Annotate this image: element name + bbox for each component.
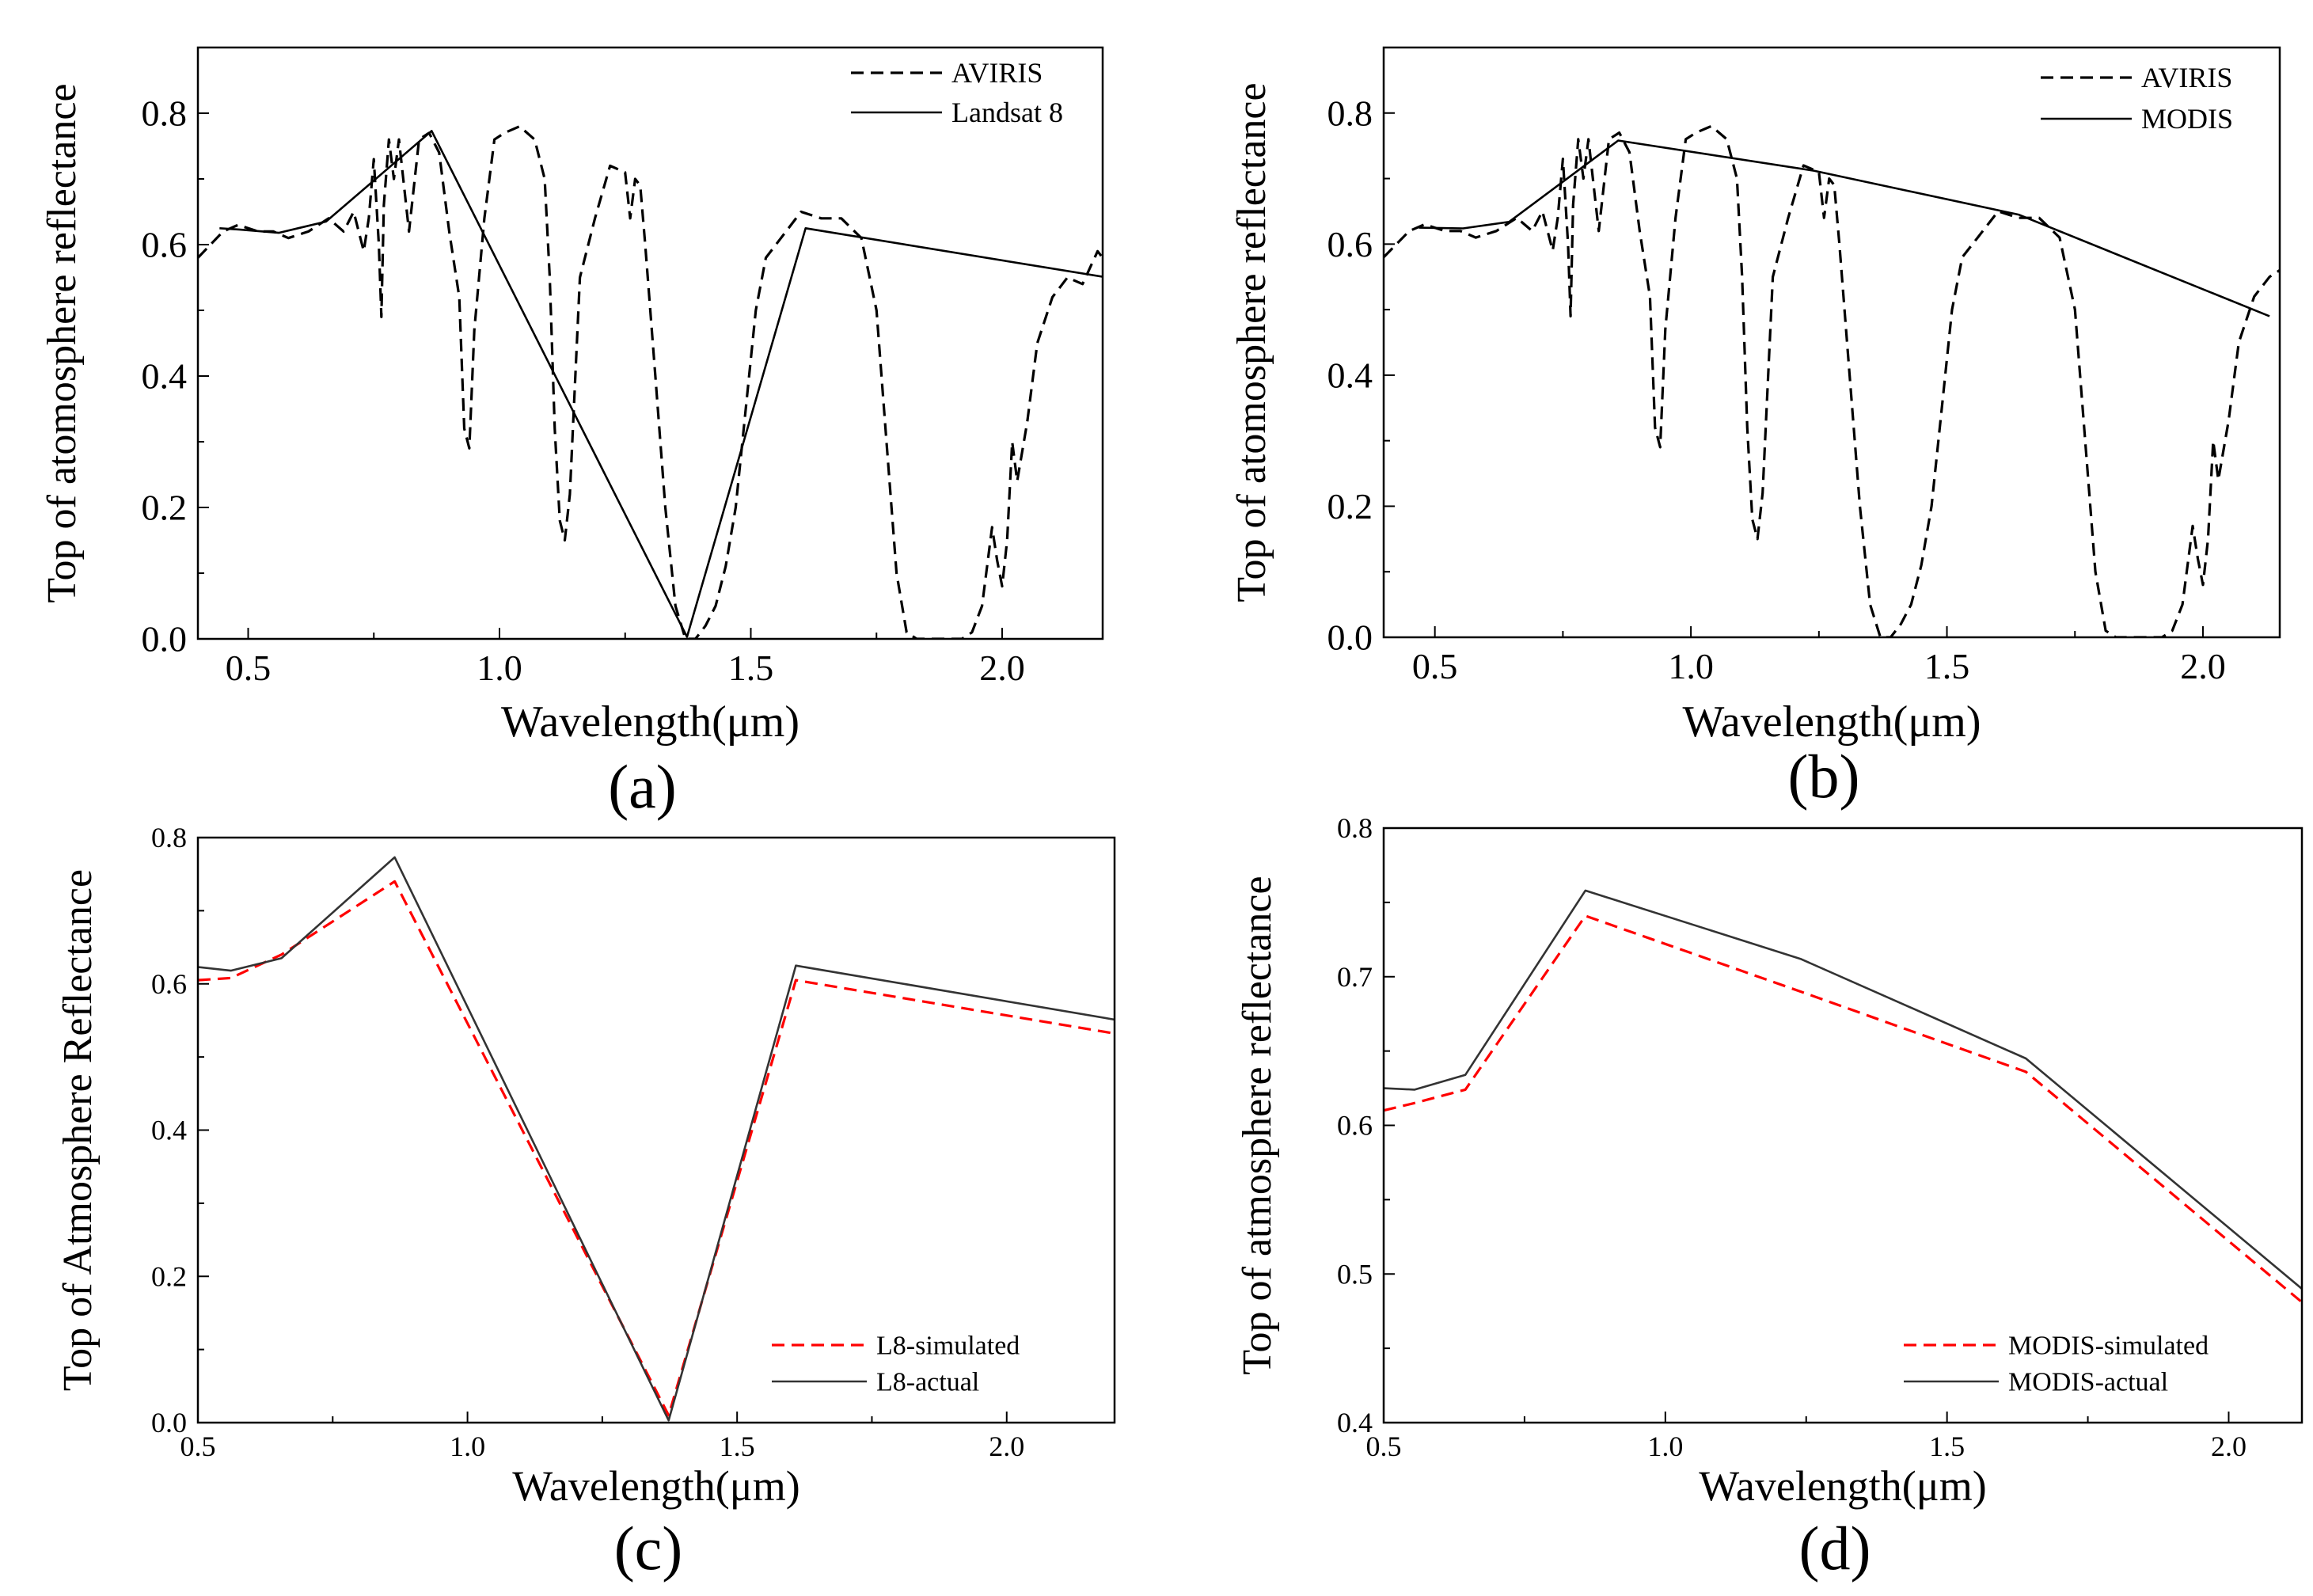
chart-panel-a: 0.5 1.0 1.5 2.0 0.0 0.2 0.4 0.6 0.8 Wavelength(μm… [40, 46, 1104, 821]
y-tick-label: 0.0 [1327, 618, 1373, 658]
y-tick-label: 0.0 [142, 619, 188, 659]
x-tick-label: 1.5 [720, 1431, 755, 1462]
legend: L8-simulated L8-actual [772, 1332, 1020, 1397]
legend: MODIS-simulated MODIS-actual [1904, 1332, 2209, 1397]
x-tick-label: 0.5 [1412, 646, 1458, 686]
y-tick-label: 0.5 [1337, 1258, 1373, 1290]
series-line-aviris [198, 125, 1103, 639]
x-tick-label: 1.0 [1647, 1431, 1683, 1462]
series-line-modis [1419, 139, 2270, 317]
y-tick-label: 0.8 [142, 93, 188, 134]
x-tick-label: 1.5 [1924, 646, 1970, 686]
panel-label: (a) [608, 752, 677, 821]
chart-panel-c: 0.5 1.0 1.5 2.0 0.0 0.2 0.4 0.6 0.8 Wavelength(μm… [55, 822, 1116, 1583]
y-tick-label: 0.8 [1337, 812, 1373, 844]
plot-frame [1382, 46, 2281, 639]
y-tick-label: 0.2 [142, 488, 188, 528]
y-tick-label: 0.4 [1327, 355, 1373, 396]
x-tick-label: 2.0 [989, 1431, 1024, 1462]
y-tick-label: 0.6 [1327, 224, 1373, 264]
series-line-landsat-8 [219, 130, 1103, 638]
y-tick-label: 0.2 [1327, 486, 1373, 526]
x-tick-label: 2.0 [2211, 1431, 2247, 1462]
x-tick-label: 1.5 [728, 648, 774, 688]
y-axis-label: Top of atomosphere reflectance [1229, 82, 1274, 602]
y-tick-label: 0.8 [151, 822, 187, 853]
x-axis-label: Wavelength(μm) [512, 1462, 799, 1510]
plot-frame [196, 46, 1104, 640]
y-tick-label: 0.4 [1337, 1407, 1373, 1438]
x-tick-label: 1.0 [1668, 646, 1714, 686]
series-line-l8-simulated [198, 880, 1115, 1417]
x-axis-label: Wavelength(μm) [1683, 697, 1981, 747]
x-tick-label: 0.5 [180, 1431, 216, 1462]
x-tick-label: 2.0 [979, 648, 1025, 688]
legend: AVIRIS MODIS [2041, 62, 2233, 135]
y-tick-label: 0.6 [151, 968, 187, 1000]
legend-label: AVIRIS [951, 57, 1043, 89]
x-tick-label: 0.5 [1366, 1431, 1402, 1462]
y-tick-label: 0.6 [1337, 1110, 1373, 1142]
y-tick-label: 0.7 [1337, 961, 1373, 993]
panel-label: (c) [614, 1514, 683, 1583]
y-axis-label: Top of atmosphere reflectance [1235, 876, 1280, 1374]
legend: AVIRIS Landsat 8 [851, 57, 1063, 128]
series-line-aviris [1384, 124, 2280, 637]
x-axis-label: Wavelength(μm) [501, 697, 799, 747]
chart-panel-b: 0.5 1.0 1.5 2.0 0.0 0.2 0.4 0.6 0.8 Wavelength(μm… [1229, 46, 2281, 811]
series-line-modis-simulated [1384, 914, 2302, 1304]
legend-label: MODIS [2141, 103, 2233, 135]
x-axis-label: Wavelength(μm) [1699, 1462, 1986, 1510]
series-line-modis-actual [1384, 889, 2302, 1290]
y-tick-label: 0.2 [151, 1260, 187, 1292]
y-tick-label: 0.4 [151, 1115, 187, 1146]
legend-label: Landsat 8 [951, 97, 1063, 128]
y-tick-label: 0.8 [1327, 93, 1373, 133]
series-line-l8-actual [198, 856, 1115, 1422]
x-tick-label: 1.0 [450, 1431, 485, 1462]
panel-label: (d) [1799, 1514, 1871, 1583]
y-tick-label: 0.6 [142, 225, 188, 265]
legend-label: L8-simulated [876, 1332, 1020, 1361]
x-tick-label: 1.0 [477, 648, 522, 688]
y-tick-label: 0.4 [142, 356, 188, 397]
legend-label: AVIRIS [2141, 62, 2232, 93]
legend-label: L8-actual [876, 1368, 979, 1397]
y-axis-label: Top of Atmosphere Reflectance [55, 869, 101, 1391]
x-tick-label: 0.5 [226, 648, 272, 688]
panel-label: (b) [1788, 742, 1860, 811]
legend-label: MODIS-actual [2008, 1368, 2168, 1397]
y-tick-label: 0.0 [151, 1407, 187, 1438]
x-tick-label: 2.0 [2180, 646, 2226, 686]
chart-panel-d: 0.5 1.0 1.5 2.00.40.50.60.70.8Wavelength(μm… [1235, 812, 2304, 1583]
x-tick-label: 1.5 [1929, 1431, 1965, 1462]
y-axis-label: Top of atomosphere reflectance [40, 83, 85, 602]
legend-label: MODIS-simulated [2008, 1332, 2209, 1361]
